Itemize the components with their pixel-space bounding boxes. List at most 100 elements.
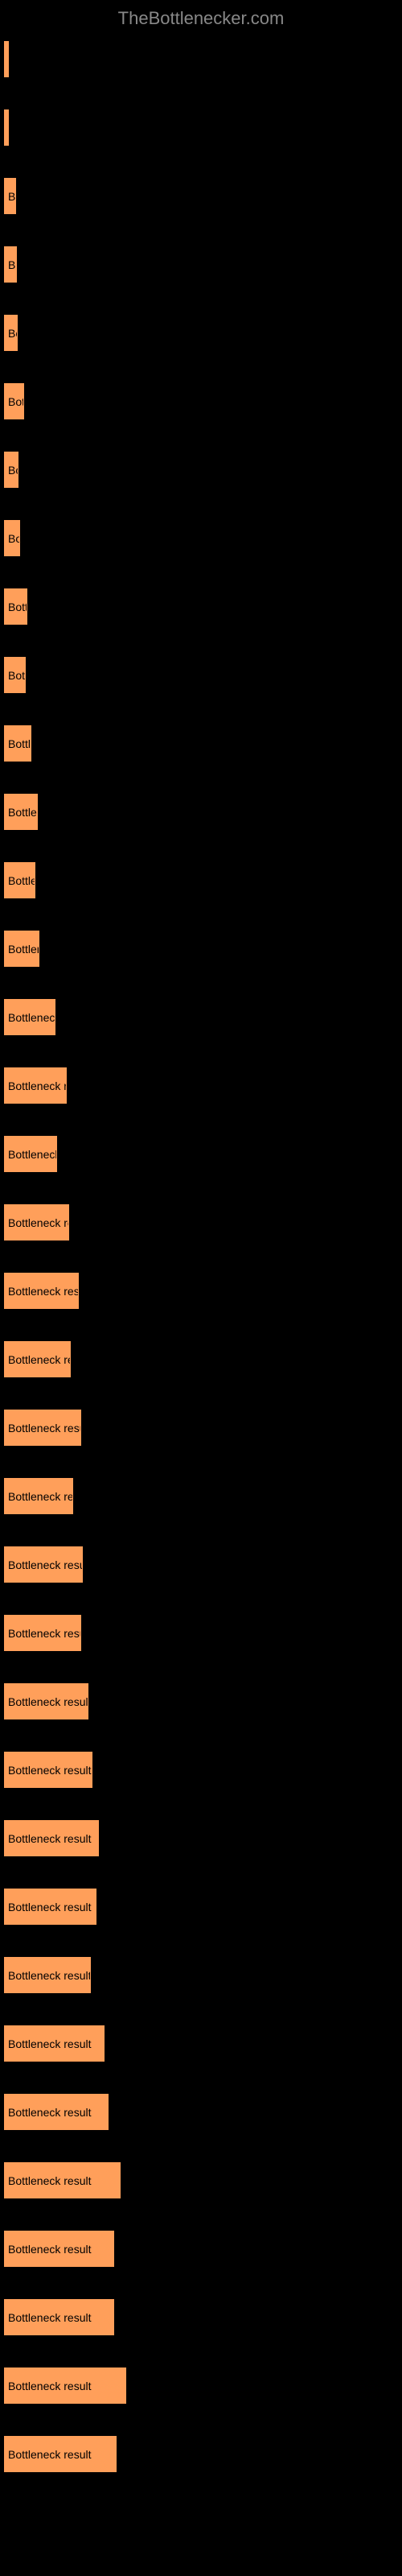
bar-row: Bottleneck result [4, 1752, 398, 1788]
bar-label: Bottleneck result [8, 327, 18, 340]
bar-label: Bottleneck result [8, 2448, 92, 2461]
bar-row: Bottleneck result [4, 862, 398, 898]
bar-row: Bottleneck result [4, 383, 398, 419]
bar-label: Bottleneck result [8, 669, 26, 682]
bar-chart: Bottleneck result Bottleneck result Bottle… [4, 41, 398, 2472]
bar-label: Bottleneck result [8, 1011, 55, 1024]
bar-row: Bottleneck result [4, 2094, 398, 2130]
bar: Bottleneck result [4, 2436, 117, 2472]
bar: Bottleneck result [4, 2025, 105, 2062]
bar-label: Bottleneck result [8, 53, 9, 66]
bar: Bottleneck result [4, 2162, 121, 2198]
bar-row: Bottleneck result [4, 725, 398, 762]
bar-label: Bottleneck result [8, 1695, 88, 1708]
bar-row: Bottleneck result [4, 1136, 398, 1172]
bar-label: Bottleneck result [8, 1080, 67, 1092]
bar-row: Bottleneck result [4, 1067, 398, 1104]
bar-label: Bottleneck result [8, 1764, 92, 1777]
bar-label: Bottleneck result [8, 464, 18, 477]
bar-label: Bottleneck result [8, 1969, 91, 1982]
bar: Bottleneck result [4, 1820, 99, 1856]
bar-label: Bottleneck result [8, 1832, 92, 1845]
bar-row: Bottleneck result [4, 794, 398, 830]
bar-row: Bottleneck result [4, 315, 398, 351]
bar-row: Bottleneck result [4, 1204, 398, 1241]
bar: Bottleneck result [4, 1204, 69, 1241]
bar: Bottleneck result [4, 725, 31, 762]
bar: Bottleneck result [4, 315, 18, 351]
bar: Bottleneck result [4, 1752, 92, 1788]
bar-row: Bottleneck result [4, 1410, 398, 1446]
bar-label: Bottleneck result [8, 2311, 92, 2324]
bar-label: Bottleneck result [8, 1353, 71, 1366]
bar: Bottleneck result [4, 999, 55, 1035]
bar-row: Bottleneck result [4, 178, 398, 214]
bar: Bottleneck result [4, 452, 18, 488]
bar: Bottleneck result [4, 657, 26, 693]
bar: Bottleneck result [4, 383, 24, 419]
bar-row: Bottleneck result [4, 1615, 398, 1651]
bar-row: Bottleneck result [4, 1546, 398, 1583]
bar-row: Bottleneck result [4, 1478, 398, 1514]
bar: Bottleneck result [4, 2368, 126, 2404]
bar-label: Bottleneck result [8, 1558, 83, 1571]
bar-label: Bottleneck result [8, 258, 17, 271]
bar-label: Bottleneck result [8, 737, 31, 750]
bar: Bottleneck result [4, 1546, 83, 1583]
bar: Bottleneck result [4, 1067, 67, 1104]
bar: Bottleneck result [4, 1683, 88, 1719]
bar: Bottleneck result [4, 1136, 57, 1172]
bar-label: Bottleneck result [8, 1901, 92, 1913]
bar: Bottleneck result [4, 1273, 79, 1309]
bar-row: Bottleneck result [4, 1957, 398, 1993]
bar-label: Bottleneck result [8, 1627, 81, 1640]
bar: Bottleneck result [4, 1957, 91, 1993]
bar-label: Bottleneck result [8, 1216, 69, 1229]
bar-label: Bottleneck result [8, 1285, 79, 1298]
bar-label: Bottleneck result [8, 2174, 92, 2187]
bar-row: Bottleneck result [4, 588, 398, 625]
bar-label: Bottleneck result [8, 395, 24, 408]
bar-row: Bottleneck result [4, 2162, 398, 2198]
bar-label: Bottleneck result [8, 2037, 92, 2050]
bar: Bottleneck result [4, 2299, 114, 2335]
bar-row: Bottleneck result [4, 2025, 398, 2062]
bar-row: Bottleneck result [4, 2436, 398, 2472]
bar: Bottleneck result [4, 1615, 81, 1651]
bar: Bottleneck result [4, 246, 17, 283]
bar-label: Bottleneck result [8, 1148, 57, 1161]
bar: Bottleneck result [4, 794, 38, 830]
bar-label: Bottleneck result [8, 874, 35, 887]
bar-label: Bottleneck result [8, 190, 16, 203]
bar: Bottleneck result [4, 178, 16, 214]
bar-row: Bottleneck result [4, 931, 398, 967]
bar-label: Bottleneck result [8, 2243, 92, 2256]
bar-row: Bottleneck result [4, 1820, 398, 1856]
bar-label: Bottleneck result [8, 1490, 73, 1503]
bar-row: Bottleneck result [4, 41, 398, 77]
bar-row: Bottleneck result [4, 2299, 398, 2335]
bar: Bottleneck result [4, 109, 9, 146]
bar-row: Bottleneck result [4, 246, 398, 283]
bar: Bottleneck result [4, 2094, 109, 2130]
bar: Bottleneck result [4, 931, 39, 967]
bar-row: Bottleneck result [4, 2368, 398, 2404]
bar-row: Bottleneck result [4, 657, 398, 693]
bar-label: Bottleneck result [8, 1422, 81, 1435]
bar-row: Bottleneck result [4, 452, 398, 488]
bar: Bottleneck result [4, 2231, 114, 2267]
bar-row: Bottleneck result [4, 999, 398, 1035]
bar-row: Bottleneck result [4, 1683, 398, 1719]
bar: Bottleneck result [4, 1341, 71, 1377]
bar-label: Bottleneck result [8, 806, 38, 819]
bar: Bottleneck result [4, 1410, 81, 1446]
bar-row: Bottleneck result [4, 109, 398, 146]
bar-row: Bottleneck result [4, 2231, 398, 2267]
watermark-text: TheBottlenecker.com [4, 8, 398, 29]
bar-label: Bottleneck result [8, 122, 9, 134]
bar-row: Bottleneck result [4, 1273, 398, 1309]
bar-label: Bottleneck result [8, 2380, 92, 2392]
bar-label: Bottleneck result [8, 601, 27, 613]
bar: Bottleneck result [4, 862, 35, 898]
bar: Bottleneck result [4, 41, 9, 77]
